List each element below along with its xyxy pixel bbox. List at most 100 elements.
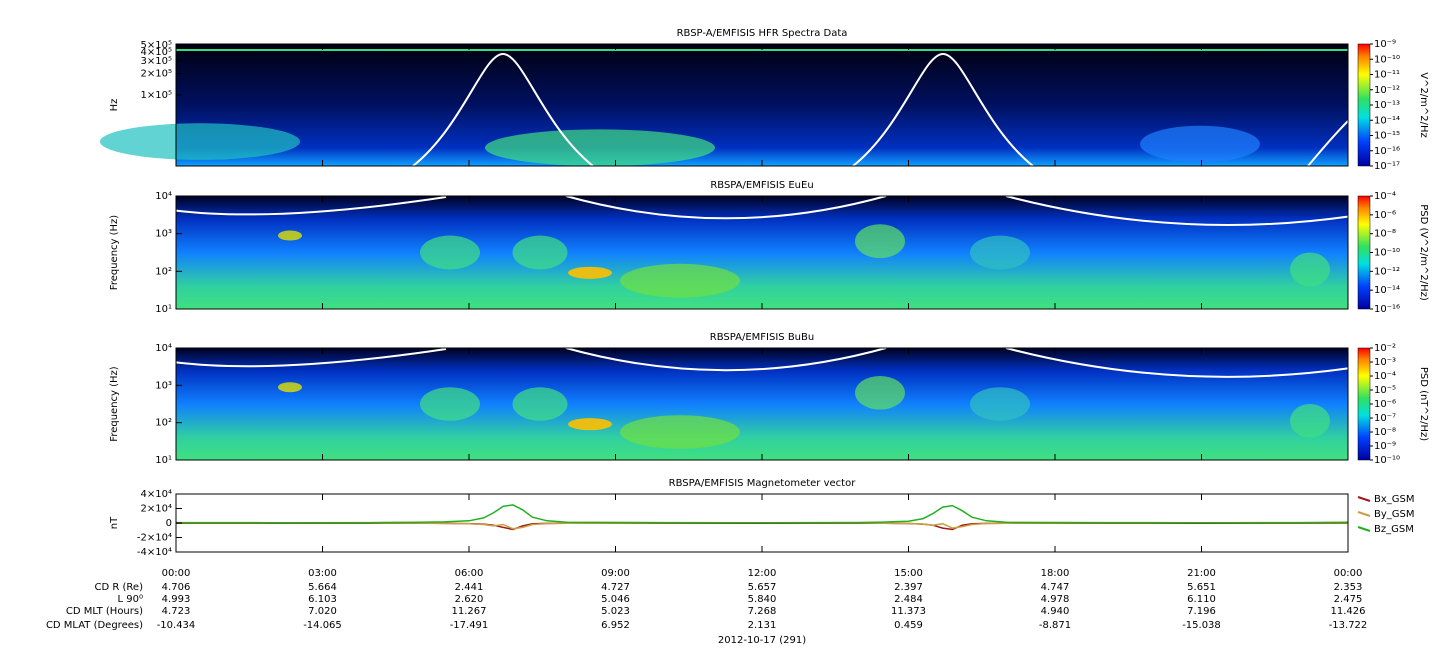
y-tick-label: -2×10⁴ bbox=[137, 533, 172, 544]
y-tick-label: 10¹ bbox=[155, 455, 172, 466]
ephemeris-value: 4.706 bbox=[162, 582, 191, 593]
emission bbox=[855, 224, 905, 259]
panel-title: RBSP-A/EMFISIS HFR Spectra Data bbox=[677, 28, 848, 39]
x-tick-label: 21:00 bbox=[1187, 568, 1216, 579]
emission bbox=[970, 387, 1030, 421]
y-tick-label: -4×10⁴ bbox=[137, 547, 172, 558]
colorbar-tick-label: 10⁻¹² bbox=[1374, 85, 1400, 96]
spectrogram-background bbox=[176, 348, 1348, 460]
emission bbox=[278, 230, 302, 241]
colorbar-tick-label: 10⁻¹⁴ bbox=[1374, 285, 1400, 296]
colorbar-tick-label: 10⁻¹¹ bbox=[1374, 70, 1400, 81]
cyclotron-curve bbox=[1005, 195, 1349, 226]
ephemeris-value: 4.723 bbox=[162, 606, 191, 617]
panel-title: RBSPA/EMFISIS Magnetometer vector bbox=[669, 478, 857, 489]
ephemeris-value: 5.651 bbox=[1187, 582, 1216, 593]
ephemeris-value: 7.268 bbox=[748, 606, 777, 617]
emission bbox=[568, 266, 612, 279]
ephemeris-value: 0.459 bbox=[894, 620, 923, 631]
cyclotron-curve bbox=[852, 52, 1034, 167]
colorbar-tick-label: 10⁻⁵ bbox=[1374, 385, 1396, 396]
ephemeris-value: 2.475 bbox=[1334, 594, 1363, 605]
colorbar-tick-label: 10⁻² bbox=[1374, 343, 1396, 354]
x-tick-label: 15:00 bbox=[894, 568, 923, 579]
ephemeris-value: 2.484 bbox=[894, 594, 923, 605]
colorbar-tick-label: 10⁻⁴ bbox=[1374, 371, 1396, 382]
ephemeris-value: -14.065 bbox=[303, 620, 342, 631]
colorbar-tick-label: 10⁻¹⁰ bbox=[1374, 248, 1400, 259]
ephemeris-value: 7.196 bbox=[1187, 606, 1216, 617]
ephemeris-value: 6.103 bbox=[308, 594, 337, 605]
emission bbox=[568, 418, 612, 431]
emission bbox=[512, 387, 568, 421]
x-tick-label: 06:00 bbox=[455, 568, 484, 579]
colorbar-tick-label: 10⁻⁹ bbox=[1374, 441, 1396, 452]
spectrogram-background bbox=[176, 196, 1348, 309]
cyclotron-curve bbox=[175, 348, 447, 368]
y-axis-label: Hz bbox=[109, 99, 120, 112]
ephemeris-label: CD MLT (Hours) bbox=[66, 606, 143, 617]
ephemeris-value: 4.940 bbox=[1041, 606, 1070, 617]
ephemeris-value: 2.131 bbox=[748, 620, 777, 631]
y-tick-label: 4×10⁵ bbox=[141, 47, 172, 58]
y-tick-label: 2×10⁵ bbox=[141, 69, 172, 80]
emission bbox=[420, 235, 480, 270]
y-tick-label: 2×10⁴ bbox=[141, 504, 172, 515]
x-tick-label: 00:00 bbox=[1334, 568, 1363, 579]
colorbar-tick-label: 10⁻⁴ bbox=[1374, 191, 1396, 202]
emission bbox=[970, 235, 1030, 270]
x-tick-label: 18:00 bbox=[1041, 568, 1070, 579]
ephemeris-value: 4.978 bbox=[1041, 594, 1070, 605]
emission bbox=[278, 382, 302, 393]
y-tick-label: 3×10⁵ bbox=[141, 56, 172, 67]
legend-label: Bz_GSM bbox=[1374, 524, 1414, 535]
x-tick-label: 03:00 bbox=[308, 568, 337, 579]
ephemeris-value: 4.727 bbox=[601, 582, 630, 593]
ephemeris-value: 5.657 bbox=[748, 582, 777, 593]
ephemeris-value: 2.353 bbox=[1334, 582, 1363, 593]
legend-label: By_GSM bbox=[1374, 509, 1415, 520]
colorbar-label: PSD (V^2/m^2/Hz) bbox=[1418, 204, 1429, 301]
ephemeris-value: 6.110 bbox=[1187, 594, 1216, 605]
y-tick-label: 0 bbox=[166, 518, 172, 529]
colorbar bbox=[1357, 43, 1371, 167]
colorbar-tick-label: 10⁻¹⁰ bbox=[1374, 455, 1400, 466]
y-tick-label: 10³ bbox=[155, 380, 172, 391]
colorbar-tick-label: 10⁻¹² bbox=[1374, 266, 1400, 277]
colorbar-label: PSD (nT^2/Hz) bbox=[1418, 367, 1429, 441]
emission bbox=[100, 123, 300, 160]
panel-title: RBSPA/EMFISIS BuBu bbox=[710, 332, 814, 343]
x-tick-label: 09:00 bbox=[601, 568, 630, 579]
ephemeris-value: 11.426 bbox=[1331, 606, 1366, 617]
ephemeris-value: 7.020 bbox=[308, 606, 337, 617]
y-tick-label: 5×10⁵ bbox=[141, 40, 172, 51]
ephemeris-value: 4.747 bbox=[1041, 582, 1070, 593]
cyclotron-curve bbox=[565, 195, 887, 220]
colorbar-tick-label: 10⁻¹⁶ bbox=[1374, 304, 1400, 315]
y-axis-label: Frequency (Hz) bbox=[109, 366, 120, 442]
emission bbox=[512, 235, 568, 270]
colorbar-tick-label: 10⁻⁶ bbox=[1374, 399, 1396, 410]
colorbar-tick-label: 10⁻¹⁷ bbox=[1374, 161, 1400, 172]
emission bbox=[1140, 125, 1260, 163]
cyclotron-curve bbox=[1307, 120, 1349, 167]
y-tick-label: 4×10⁴ bbox=[141, 489, 172, 500]
y-axis-label: nT bbox=[109, 516, 120, 529]
colorbar-tick-label: 10⁻⁷ bbox=[1374, 413, 1396, 424]
colorbar-tick-label: 10⁻¹⁵ bbox=[1374, 131, 1400, 142]
legend-swatch bbox=[1357, 526, 1371, 532]
colorbar-label: V^2/m^2/Hz bbox=[1418, 72, 1429, 138]
ephemeris-value: 5.840 bbox=[748, 594, 777, 605]
ephemeris-value: -8.871 bbox=[1039, 620, 1071, 631]
ephemeris-value: 6.952 bbox=[601, 620, 630, 631]
ephemeris-label: CD R (Re) bbox=[95, 582, 144, 593]
ephemeris-value: 5.023 bbox=[601, 606, 630, 617]
colorbar-tick-label: 10⁻⁸ bbox=[1374, 427, 1396, 438]
ephemeris-value: 2.620 bbox=[455, 594, 484, 605]
colorbar bbox=[1357, 195, 1371, 310]
y-tick-label: 10³ bbox=[155, 229, 172, 240]
y-tick-label: 1×10⁵ bbox=[141, 90, 172, 101]
emission bbox=[420, 387, 480, 421]
cyclotron-curve bbox=[565, 347, 887, 372]
